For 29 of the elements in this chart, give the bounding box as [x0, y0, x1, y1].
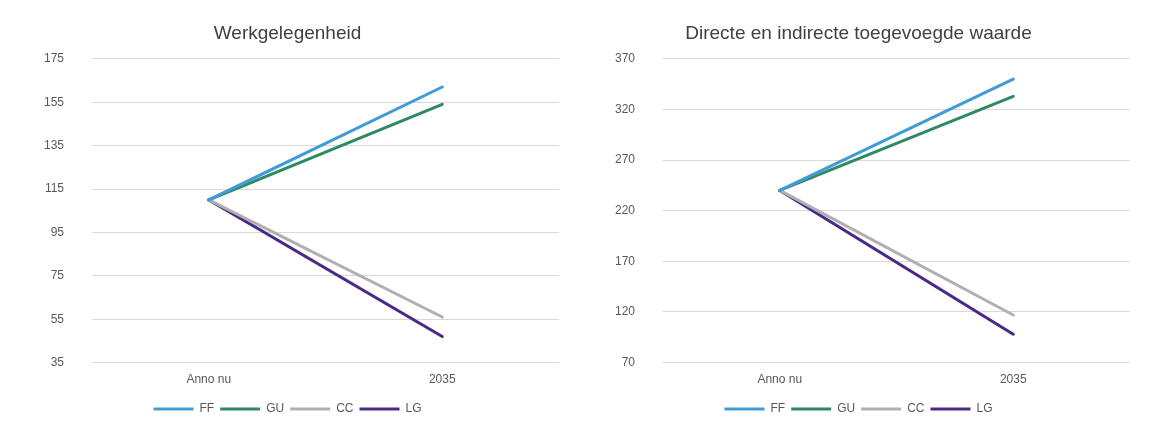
y-tick-label: 75	[50, 268, 65, 283]
x-tick-label: Anno nu	[757, 372, 803, 387]
y-tick-label: 135	[43, 137, 65, 152]
y-tick-label: 95	[50, 224, 65, 239]
legend-label: FF	[770, 401, 786, 416]
legend-label: GU	[837, 401, 856, 416]
x-tick-label: Anno nu	[186, 372, 232, 387]
y-tick-label: 220	[614, 203, 636, 218]
y-tick-label: 55	[50, 311, 65, 326]
y-tick-label: 170	[614, 253, 636, 268]
legend-label: CC	[907, 401, 925, 416]
y-tick-label: 175	[43, 51, 65, 66]
y-tick-label: 120	[614, 304, 636, 319]
y-tick-label: 115	[44, 181, 65, 196]
legend-label: GU	[266, 401, 285, 416]
legend-label: FF	[199, 401, 215, 416]
x-tick-label: 2035	[999, 372, 1027, 387]
chart-title: Werkgelegenheid	[213, 21, 362, 43]
y-tick-label: 270	[614, 152, 636, 167]
y-tick-label: 320	[614, 101, 636, 116]
y-tick-label: 35	[50, 354, 65, 369]
x-tick-label: 2035	[428, 372, 456, 387]
y-tick-label: 155	[43, 94, 65, 109]
y-tick-label: 70	[621, 354, 636, 369]
legend-label: LG	[976, 401, 993, 416]
legend-label: CC	[336, 401, 354, 416]
y-tick-label: 370	[614, 51, 636, 66]
legend-label: LG	[405, 401, 422, 416]
chart-title: Directe en indirecte toegevoegde waarde	[685, 21, 1032, 43]
